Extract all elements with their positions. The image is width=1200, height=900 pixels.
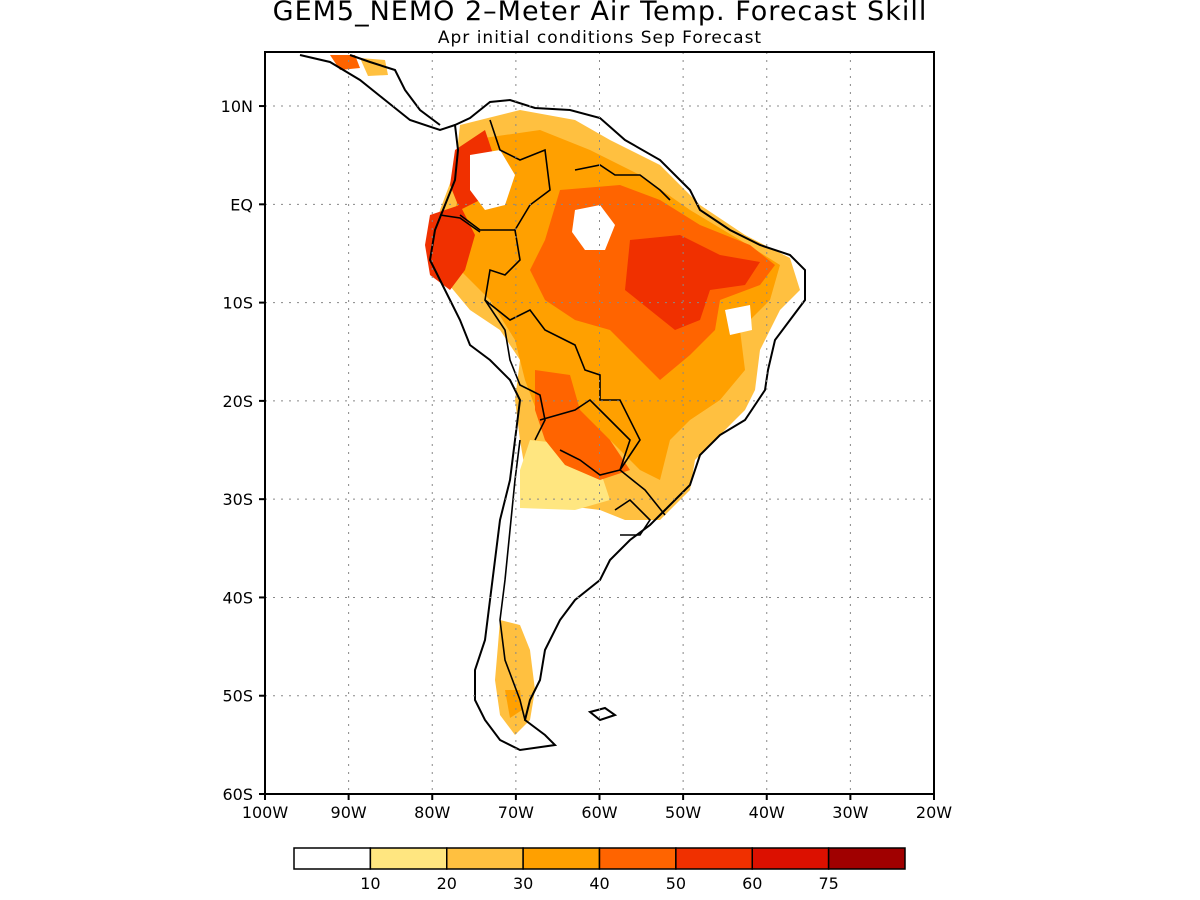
south-america-coastline	[428, 98, 806, 752]
map-subtitle: Apr initial conditions Sep Forecast	[437, 28, 763, 48]
border-uruguay	[614, 498, 652, 536]
lon-tick-label: 30W	[832, 803, 868, 822]
lat-tick-label: 60S	[222, 785, 253, 804]
lat-tick-label: EQ	[230, 195, 253, 214]
skill-shading	[330, 55, 800, 735]
colorbar-tick-label: 60	[742, 874, 762, 893]
colorbar-swatch	[675, 847, 753, 870]
lat-labels: 10N EQ 10S 20S 30S 40S 50S 60S	[221, 97, 265, 804]
skill-region-red-south	[535, 370, 630, 480]
lon-tick-label: 40W	[749, 803, 785, 822]
colorbar-swatch	[598, 847, 677, 870]
colorbar-swatch	[293, 847, 372, 870]
colorbar-swatch	[751, 847, 830, 870]
lon-labels: 100W 90W 80W 70W 60W 50W 40W 30W 20W	[242, 794, 952, 822]
lon-tick-label: 50W	[665, 803, 701, 822]
colorbar: 10 20 30 40 50 60 75	[293, 847, 906, 893]
colorbar-swatch	[522, 847, 601, 870]
lon-tick-label: 20W	[916, 803, 952, 822]
colorbar-tick-label: 30	[513, 874, 533, 893]
skill-region-central-america-2	[360, 58, 388, 76]
country-borders	[439, 119, 671, 721]
colorbar-swatch	[369, 847, 448, 870]
border-guianas	[574, 164, 671, 201]
colorbar-swatch	[827, 847, 906, 870]
border-ecuador	[439, 214, 481, 233]
colorbar-tick-label: 75	[818, 874, 838, 893]
lon-tick-label: 90W	[331, 803, 367, 822]
lon-tick-label: 80W	[414, 803, 450, 822]
lat-tick-label: 30S	[222, 490, 253, 509]
falklands	[587, 706, 618, 722]
skill-hole-colombia	[470, 150, 515, 210]
skill-hole-guiana	[572, 205, 615, 250]
skill-hole-brazil-east	[725, 305, 752, 335]
map-title: GEM5_NEMO 2–Meter Air Temp. Forecast Ski…	[272, 0, 928, 27]
lat-tick-label: 40S	[222, 588, 253, 607]
lat-tick-label: 10S	[222, 294, 253, 313]
border-chile-argentina	[499, 439, 526, 721]
lat-tick-label: 50S	[222, 687, 253, 706]
skill-region-patagonia-orange	[505, 690, 522, 718]
border-paraguay	[539, 398, 631, 476]
skill-region-red	[625, 235, 760, 330]
colorbar-tick-label: 20	[437, 874, 457, 893]
central-america-coastline	[299, 54, 456, 132]
lat-tick-label: 20S	[222, 392, 253, 411]
border-peru-bolivia	[484, 299, 546, 441]
colorbar-tick-label: 40	[589, 874, 609, 893]
border-colombia-venezuela	[459, 119, 551, 231]
colorbar-tick-label: 10	[360, 874, 380, 893]
lon-tick-label: 70W	[498, 803, 534, 822]
lon-tick-label: 60W	[581, 803, 617, 822]
colorbar-swatch	[446, 847, 524, 870]
central-america-coastline-north	[349, 54, 441, 126]
lon-tick-label: 100W	[242, 803, 289, 822]
border-brazil-west	[484, 229, 666, 516]
lat-tick-label: 10N	[221, 97, 253, 116]
colorbar-tick-label: 50	[666, 874, 686, 893]
skill-region-patagonia	[495, 620, 535, 735]
